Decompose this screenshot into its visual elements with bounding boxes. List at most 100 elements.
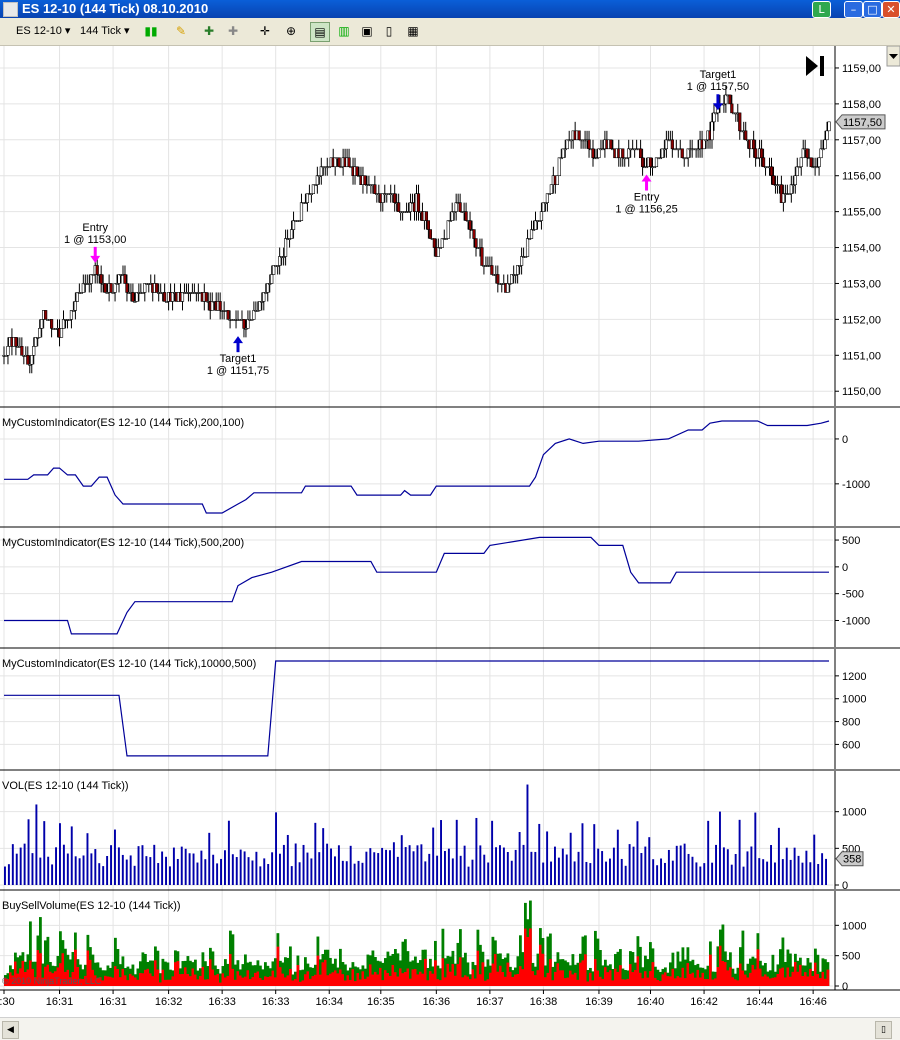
- sell-volume-bar: [19, 968, 22, 986]
- scroll-left-button[interactable]: ◀: [2, 1021, 19, 1039]
- indicator-title: MyCustomIndicator(ES 12-10 (144 Tick),20…: [2, 417, 244, 429]
- candle-body: [640, 157, 645, 168]
- sell-volume-bar: [111, 977, 115, 986]
- buy-volume-bar: [309, 967, 312, 986]
- y-tick-label: 600: [842, 739, 860, 751]
- zoom-icon[interactable]: ⊕: [285, 24, 297, 38]
- candle-body: [609, 139, 613, 150]
- volume-bar: [110, 845, 112, 885]
- sell-volume-bar: [596, 970, 600, 986]
- indicator-title: MyCustomIndicator(ES 12-10 (144 Tick),50…: [2, 537, 244, 549]
- indicator-line: [4, 660, 829, 757]
- sell-volume-bar: [594, 958, 597, 986]
- sell-volume-bar: [624, 979, 627, 986]
- volume-bar: [428, 853, 431, 885]
- buy-volume-bar: [716, 946, 720, 986]
- panel-menu-icon[interactable]: [886, 46, 900, 67]
- sell-volume-bar: [244, 976, 247, 986]
- properties-icon[interactable]: ▯: [385, 24, 393, 38]
- sell-volume-bar: [621, 979, 625, 986]
- y-tick-label: 0: [842, 880, 848, 892]
- volume-bar: [514, 849, 517, 885]
- volume-bar: [699, 866, 702, 885]
- y-tick-label: 500: [842, 951, 860, 963]
- candle-body: [531, 229, 536, 231]
- candle-body: [789, 184, 793, 194]
- horizontal-scrollbar[interactable]: ◀ ▯: [0, 1017, 900, 1040]
- volume-bar: [656, 865, 659, 885]
- sell-volume-bar: [776, 973, 780, 986]
- title-bar: ES 12-10 (144 Tick) 08.10.2010 L – □ ✕: [0, 0, 900, 18]
- scroll-thumb[interactable]: ▯: [875, 1021, 892, 1039]
- buy-volume-bar: [771, 954, 775, 986]
- candle-body: [252, 310, 256, 320]
- sell-volume-bar: [164, 979, 167, 986]
- order-icon[interactable]: ▥: [338, 24, 350, 38]
- sell-volume-bar: [64, 971, 67, 986]
- buy-volume-bar: [741, 930, 745, 986]
- instrument-selector[interactable]: ES 12-10 ▾: [16, 25, 71, 37]
- volume-bar: [707, 820, 710, 885]
- minimize-button[interactable]: –: [844, 1, 863, 18]
- volume-bar: [652, 859, 655, 885]
- volume-bar: [66, 853, 69, 885]
- chart-trader-icon[interactable]: ▤: [310, 22, 330, 42]
- volume-bar: [491, 820, 494, 885]
- sell-volume-bar: [99, 977, 102, 986]
- panels-icon[interactable]: ▦: [407, 24, 419, 38]
- sell-volume-bar: [89, 959, 92, 986]
- sell-volume-bar: [589, 972, 592, 986]
- link-button[interactable]: L: [812, 1, 831, 18]
- buy-volume-bar: [291, 974, 295, 986]
- candle-body: [801, 148, 805, 159]
- buy-volume-bar: [359, 969, 362, 986]
- sell-volume-bar: [296, 965, 300, 986]
- candle-body: [520, 256, 524, 266]
- sell-volume-bar: [524, 928, 527, 986]
- buy-volume-bar: [631, 952, 635, 986]
- y-tick-label: 1152,00: [842, 314, 881, 326]
- sell-volume-bar: [666, 976, 670, 986]
- buy-volume-bar: [149, 960, 152, 986]
- interval-selector[interactable]: 144 Tick ▾: [80, 25, 130, 37]
- sell-volume-bar: [51, 973, 55, 986]
- sell-volume-bar: [416, 974, 420, 986]
- sell-volume-bar: [486, 979, 490, 986]
- buy-volume-bar: [654, 966, 657, 986]
- candle-body: [714, 112, 718, 115]
- sell-volume-bar: [356, 973, 360, 986]
- close-button[interactable]: ✕: [882, 1, 900, 18]
- buy-volume-bar: [426, 967, 430, 986]
- sell-volume-bar: [141, 973, 145, 986]
- sell-volume-bar: [466, 976, 470, 986]
- buy-volume-bar: [461, 957, 465, 986]
- sell-volume-bar: [314, 974, 317, 986]
- y-tick-label: 1000: [842, 920, 866, 932]
- sell-volume-bar: [359, 979, 362, 986]
- chart-area[interactable]: 1150,00 1151,00 1152,00 1153,00 1154,00 1155,…: [0, 46, 900, 1016]
- data-box-icon[interactable]: ▣: [361, 24, 373, 38]
- candle-body: [226, 310, 230, 320]
- buy-volume-bar: [544, 965, 547, 986]
- volume-bar: [550, 861, 552, 885]
- strategy-icon[interactable]: ✚: [227, 24, 239, 38]
- maximize-button[interactable]: □: [863, 1, 882, 18]
- candle-body: [103, 283, 107, 293]
- sell-volume-bar: [24, 972, 27, 986]
- candle-body: [738, 112, 742, 132]
- drawing-pencil-icon[interactable]: ✎: [175, 24, 187, 38]
- volume-bar: [392, 842, 395, 885]
- volume-bar: [318, 852, 321, 885]
- sell-volume-bar: [761, 976, 765, 986]
- sell-volume-bar: [394, 972, 397, 986]
- buy-volume-bar: [189, 960, 192, 986]
- bar-type-icon[interactable]: ▮▮: [144, 24, 158, 38]
- volume-bar: [758, 858, 761, 885]
- add-indicator-icon[interactable]: ✚: [203, 24, 215, 38]
- candle-body: [595, 157, 599, 160]
- sell-volume-bar: [176, 961, 180, 986]
- sell-volume-bar: [439, 980, 442, 986]
- buy-volume-bar: [586, 970, 590, 986]
- crosshair-icon[interactable]: ✛: [259, 24, 271, 38]
- skip-to-end-icon[interactable]: [806, 56, 824, 76]
